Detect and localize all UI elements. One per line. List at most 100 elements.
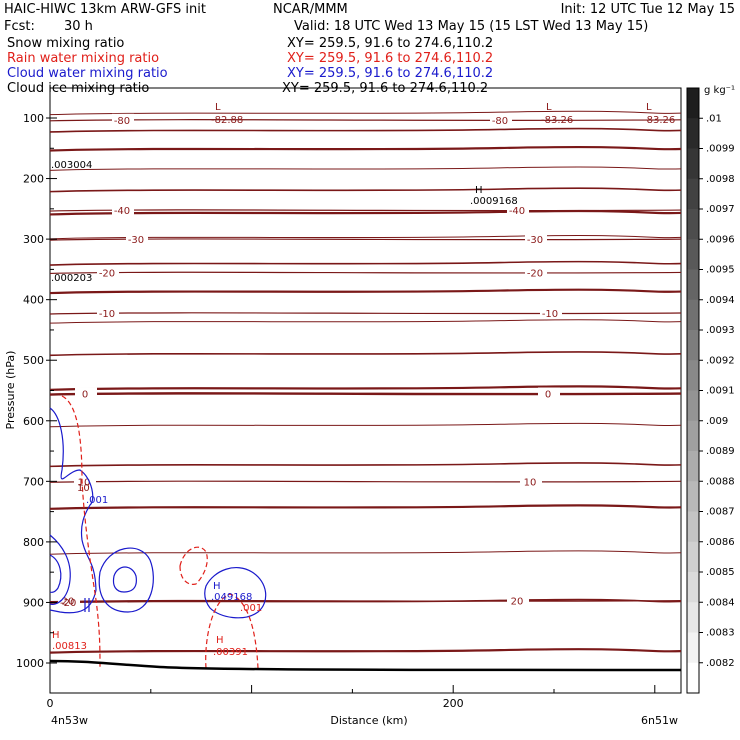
y-tick-label: 800: [23, 536, 44, 549]
colorbar-label: .0095: [706, 265, 735, 276]
model-title: HAIC-HIWC 13km ARW-GFS init: [4, 2, 206, 17]
colorbar-label: .0096: [706, 234, 735, 245]
isotherm-label-bg: [540, 306, 562, 319]
rain-water-contour: [205, 593, 259, 669]
colorbar-label: .0098: [706, 174, 735, 185]
cloud-water-contour: [49, 407, 97, 614]
isotherm-label-bg: [112, 113, 134, 126]
cloud-water-high-value: .049168: [211, 592, 252, 603]
colorbar-swatch: [687, 360, 699, 391]
cloud-water-high-marker: H: [213, 581, 221, 592]
x-tick-label: 200: [443, 697, 464, 710]
colorbar-label: .009: [706, 416, 728, 427]
colorbar-label: .0085: [706, 567, 735, 578]
colorbar-swatch: [687, 572, 699, 603]
low-value: -83.26: [643, 115, 675, 126]
colorbar: .01 .0099 .0098 .0097 .0096 .0095 .0094 .0093 .0…: [686, 87, 735, 694]
isotherm-label-bg: [97, 306, 119, 319]
isotherm-labeled-line: [49, 209, 682, 212]
left-endpoint-label: 4n53w: [51, 714, 88, 727]
cloud-water-contour: [204, 567, 267, 619]
rain-water-contour: [61, 395, 101, 669]
isotherm-label-bg: [97, 266, 119, 279]
x-axis-label: Distance (km): [330, 714, 407, 727]
isotherm-label-bg: [507, 204, 529, 217]
isotherm-labeled-line: [49, 480, 682, 483]
isotherm-label-bg: [507, 594, 529, 607]
y-axis: 100 200 300 400 500 600 700 800 900 1000: [16, 112, 57, 670]
y-tick-label: 200: [23, 173, 44, 186]
y-tick-label: 600: [23, 415, 44, 428]
y-tick-label: 100: [23, 112, 44, 125]
isotherm-label: 0: [545, 390, 551, 401]
field-name-rain: Rain water mixing ratio: [7, 51, 159, 66]
y-tick-label: 300: [23, 233, 44, 246]
field-xy-snow: XY= 259.5, 91.6 to 274.6,110.2: [287, 36, 493, 51]
rain-water-label: .001: [240, 603, 262, 614]
low-value: -82.88: [211, 115, 243, 126]
isotherm-labeled-line: [49, 312, 682, 315]
low-value: -83.26: [541, 115, 573, 126]
colorbar-unit: g kg⁻¹: [704, 85, 735, 96]
isotherm-label: 20: [62, 597, 75, 608]
isotherm-labeled-line: [49, 238, 682, 241]
isotherm-label-bg: [126, 233, 148, 246]
isotherm-label: 20: [511, 597, 524, 608]
isotherm-label: -80: [492, 116, 508, 127]
colorbar-swatch: [687, 420, 699, 452]
isotherm-line: [49, 234, 682, 240]
colorbar-label: .0097: [706, 204, 735, 215]
colorbar-label: .0092: [706, 355, 735, 366]
low-marker: L: [215, 102, 221, 113]
isotherm-line: [49, 385, 682, 391]
colorbar-swatch: [687, 602, 699, 633]
temp-label-10-left: 10: [77, 483, 90, 494]
colorbar-swatch: [687, 451, 699, 482]
ice-edge-value: .000203: [51, 273, 92, 284]
isotherm-label: 10: [524, 477, 537, 488]
terrain-line: [49, 659, 682, 672]
isotherm-line: [49, 550, 682, 555]
colorbar-swatch: [687, 148, 699, 180]
isotherm-line: [49, 127, 682, 133]
colorbar-swatch: [687, 239, 699, 270]
isotherm-line: [49, 288, 682, 295]
isotherm-line: [49, 422, 682, 428]
isotherm-line: [49, 260, 682, 266]
colorbar-swatch: [687, 481, 699, 512]
isotherm-label: -10: [99, 309, 115, 320]
y-tick-label: 500: [23, 354, 44, 367]
cloud-water-label: .001: [86, 495, 108, 506]
plot-annotations: L -82.88 L -83.26 L -83.26 .003004 H .00…: [51, 102, 675, 658]
isotherm-label: -40: [114, 206, 130, 217]
colorbar-label: .0086: [706, 537, 735, 548]
colorbar-label: .0091: [706, 386, 735, 397]
isotherm-label: -40: [509, 206, 525, 217]
isotherm-label: 0: [82, 390, 88, 401]
isotherm-label-bg: [525, 233, 547, 246]
colorbar-swatch: [687, 88, 699, 119]
colorbar-label: .0094: [706, 295, 735, 306]
rain-high-marker: H: [52, 630, 60, 641]
colorbar-label: .0093: [706, 325, 735, 336]
fcst-label: Fcst:: [4, 19, 35, 34]
isotherm-label-bg: [490, 113, 512, 126]
isotherm-line: [49, 351, 682, 357]
snow-high-value: .0009168: [470, 196, 518, 207]
rain-water-contour: [179, 546, 208, 585]
colorbar-swatch: [687, 209, 699, 240]
low-marker: L: [646, 102, 652, 113]
isotherm-label: -30: [527, 235, 543, 246]
colorbar-swatch: [687, 118, 699, 149]
center-title: NCAR/MMM: [273, 2, 348, 17]
fcst-value: 30 h: [64, 19, 93, 34]
cloud-water-contour: [98, 547, 154, 613]
snow-high-marker: H: [475, 185, 483, 196]
isotherm-line: [49, 648, 682, 654]
field-xy-rain: XY= 259.5, 91.6 to 274.6,110.2: [287, 51, 493, 66]
colorbar-label: .0084: [706, 597, 735, 608]
colorbar-swatch: [687, 178, 699, 210]
isotherm-labeled-line: [49, 119, 682, 122]
isotherm-label-bg: [520, 475, 542, 488]
